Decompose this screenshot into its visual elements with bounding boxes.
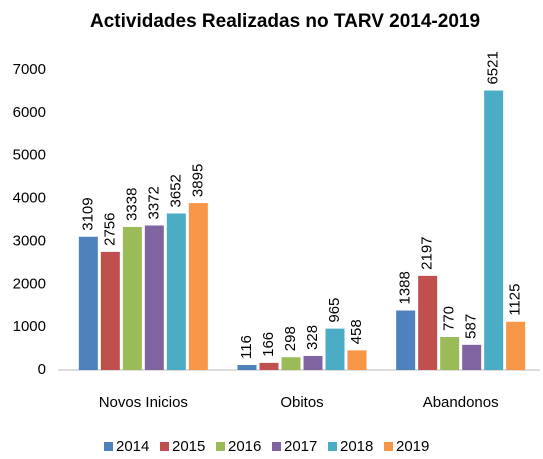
bar [396, 310, 416, 370]
legend-swatch [216, 442, 225, 451]
data-label: 965 [326, 298, 343, 323]
data-label: 3652 [167, 174, 184, 207]
bar [281, 357, 301, 370]
legend-swatch [272, 442, 281, 451]
data-label: 116 [238, 335, 255, 359]
bar [462, 344, 482, 370]
x-tick-label: Obitos [280, 394, 323, 411]
x-tick-label: Novos Inicios [99, 394, 188, 411]
x-tick-label: Abandonos [423, 394, 499, 411]
bar [484, 90, 504, 371]
bar [166, 213, 186, 370]
y-tick-label: 6000 [13, 104, 46, 121]
data-label: 587 [463, 314, 480, 339]
bar [259, 362, 279, 370]
data-label: 298 [282, 326, 299, 351]
legend-label: 2019 [396, 438, 429, 455]
bar [122, 226, 142, 370]
data-label: 458 [348, 319, 365, 344]
data-label: 770 [441, 306, 458, 331]
legend-swatch [160, 442, 169, 451]
legend-label: 2014 [116, 438, 149, 455]
bar [325, 328, 345, 370]
legend-swatch [328, 442, 337, 451]
data-label: 1388 [397, 271, 414, 304]
legend-label: 2015 [172, 438, 205, 455]
chart-title: Actividades Realizadas no TARV 2014-2019 [90, 11, 480, 32]
data-label: 166 [260, 332, 277, 357]
y-tick-label: 4000 [13, 190, 46, 207]
y-tick-label: 7000 [13, 61, 46, 78]
bar [440, 337, 460, 370]
bar [347, 350, 367, 370]
data-label: 328 [304, 325, 321, 350]
bar [237, 365, 257, 370]
data-label: 1125 [507, 284, 524, 316]
data-label: 3895 [189, 164, 206, 197]
data-label: 3338 [123, 188, 140, 221]
bar [144, 225, 164, 370]
bar [100, 251, 120, 370]
legend-label: 2017 [284, 438, 317, 455]
data-label: 6521 [485, 51, 502, 84]
bar [418, 275, 438, 370]
legend-label: 2016 [228, 438, 261, 455]
bar [506, 321, 526, 370]
legend-swatch [104, 442, 113, 451]
y-tick-label: 2000 [13, 275, 46, 292]
y-tick-label: 1000 [13, 318, 46, 335]
data-label: 3109 [79, 197, 96, 230]
y-tick-label: 3000 [13, 232, 46, 249]
legend-label: 2018 [340, 438, 373, 455]
data-label: 3372 [145, 186, 162, 219]
y-tick-label: 0 [38, 361, 46, 378]
bar [188, 203, 208, 370]
y-tick-label: 5000 [13, 147, 46, 164]
legend-swatch [384, 442, 393, 451]
data-label: 2756 [101, 213, 118, 246]
bar [78, 236, 98, 370]
bar [303, 355, 323, 370]
data-label: 2197 [419, 236, 436, 269]
